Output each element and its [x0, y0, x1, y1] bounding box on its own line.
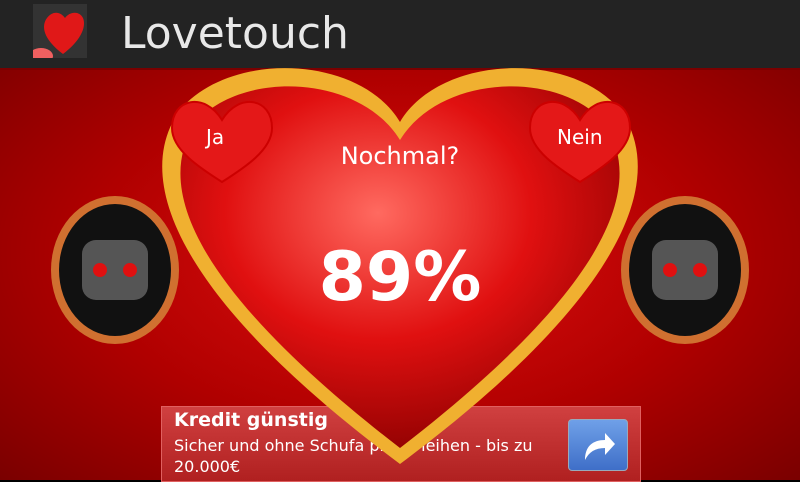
share-arrow-icon — [585, 433, 615, 460]
left-speaker-icon — [51, 196, 179, 344]
app-title: Lovetouch — [121, 8, 349, 59]
ad-title: Kredit günstig — [174, 409, 328, 431]
heart-icon — [33, 4, 87, 58]
no-label[interactable]: Nein — [557, 125, 603, 149]
ad-text: Sicher und ohne Schufa privat leihen - b… — [174, 436, 533, 476]
question-text: Nochmal? — [340, 142, 460, 170]
ad-open-button[interactable] — [568, 419, 628, 471]
love-percent: 89% — [318, 238, 482, 317]
yes-heart-button[interactable] — [170, 101, 274, 184]
right-speaker-icon — [621, 196, 749, 344]
action-bar: Lovetouch — [0, 0, 800, 70]
yes-label[interactable]: Ja — [206, 125, 225, 149]
no-heart-button[interactable] — [528, 101, 632, 184]
